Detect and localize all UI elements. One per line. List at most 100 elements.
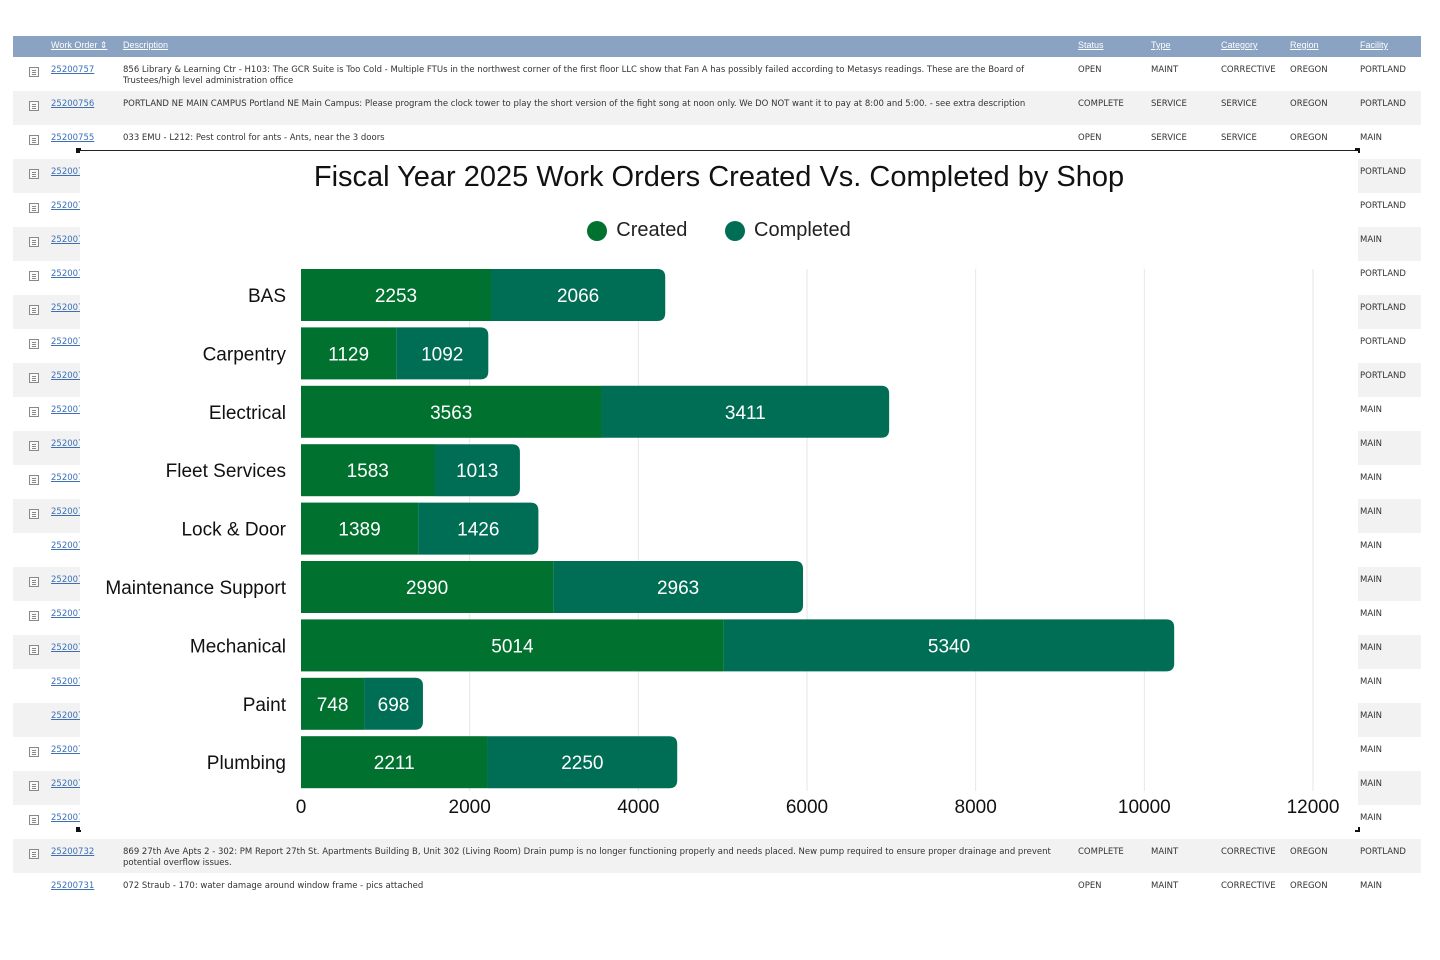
work-order-link[interactable]: 252007 xyxy=(51,371,84,381)
header-category[interactable]: Category xyxy=(1221,40,1258,50)
work-order-link[interactable]: 252007 xyxy=(51,439,84,449)
category-label: Carpentry xyxy=(203,344,287,365)
table-row[interactable]: 25200757 856 Library & Learning Ctr - H10… xyxy=(13,57,1421,91)
legend-label-created: Created xyxy=(616,219,688,241)
detail-icon[interactable] xyxy=(29,645,39,655)
detail-icon[interactable] xyxy=(29,237,39,247)
table-row[interactable]: 252007 MAIN xyxy=(13,465,1421,499)
type-cell: MAINT xyxy=(1151,847,1179,857)
detail-icon[interactable] xyxy=(29,781,39,791)
work-order-link[interactable]: 25200755 xyxy=(51,133,95,143)
header-type[interactable]: Type xyxy=(1151,40,1171,50)
work-order-link[interactable]: 252007 xyxy=(51,167,84,177)
work-order-link[interactable]: 252007 xyxy=(51,541,84,551)
facility-cell: PORTLAND xyxy=(1360,337,1406,347)
data-label: 3563 xyxy=(430,403,472,424)
legend-item-completed[interactable]: Completed xyxy=(725,219,851,242)
status-cell: OPEN xyxy=(1078,133,1102,143)
bar-created xyxy=(301,677,365,730)
data-label: 1583 xyxy=(347,461,389,482)
detail-icon[interactable] xyxy=(29,271,39,281)
table-row[interactable]: 252007 MAIN xyxy=(13,737,1421,771)
facility-cell: PORTLAND xyxy=(1360,269,1406,279)
frame-handle[interactable] xyxy=(1355,148,1360,153)
work-order-link[interactable]: 25200756 xyxy=(51,99,95,109)
table-row[interactable]: 252007 MAIN xyxy=(13,601,1421,635)
table-row[interactable]: 252007 PORTLAND xyxy=(13,193,1421,227)
work-order-link[interactable]: 252007 xyxy=(51,269,84,279)
region-cell: OREGON xyxy=(1290,65,1328,75)
bar-completed xyxy=(434,444,520,497)
bar-created xyxy=(301,269,492,321)
table-row[interactable]: 252007 MAIN xyxy=(13,533,1421,567)
frame-handle[interactable] xyxy=(76,827,81,832)
x-tick-label: 8000 xyxy=(955,797,997,818)
detail-icon[interactable] xyxy=(29,203,39,213)
work-order-link[interactable]: 252007 xyxy=(51,201,84,211)
description-cell: 033 EMU - L212: Pest control for ants - … xyxy=(123,133,385,143)
work-order-link[interactable]: 25200731 xyxy=(51,881,95,891)
detail-icon[interactable] xyxy=(29,169,39,179)
detail-icon[interactable] xyxy=(29,849,39,859)
x-tick-label: 2000 xyxy=(449,797,491,818)
detail-icon[interactable] xyxy=(29,815,39,825)
detail-icon[interactable] xyxy=(29,67,39,77)
detail-icon[interactable] xyxy=(29,135,39,145)
legend-item-created[interactable]: Created xyxy=(587,219,687,242)
detail-icon[interactable] xyxy=(29,441,39,451)
frame-handle[interactable] xyxy=(76,148,81,153)
work-order-link[interactable]: 252007 xyxy=(51,473,84,483)
detail-icon[interactable] xyxy=(29,305,39,315)
facility-cell: PORTLAND xyxy=(1360,65,1406,75)
detail-icon[interactable] xyxy=(29,475,39,485)
work-order-link[interactable]: 25200732 xyxy=(51,847,95,857)
category-label: Paint xyxy=(243,695,287,716)
header-description[interactable]: Description xyxy=(123,40,169,50)
detail-icon[interactable] xyxy=(29,509,39,519)
header-work-order[interactable]: Work Order ⇕ xyxy=(51,40,108,50)
work-order-link[interactable]: 252007 xyxy=(51,405,84,415)
x-tick-label: 4000 xyxy=(617,797,659,818)
work-order-link[interactable]: 252007 xyxy=(51,235,84,245)
table-row[interactable]: 25200755 033 EMU - L212: Pest control for… xyxy=(13,125,1421,159)
status-cell: COMPLETE xyxy=(1078,847,1124,857)
detail-icon[interactable] xyxy=(29,407,39,417)
work-order-link[interactable]: 252007 xyxy=(51,711,84,721)
detail-icon[interactable] xyxy=(29,611,39,621)
work-order-link[interactable]: 252007 xyxy=(51,609,84,619)
facility-cell: MAIN xyxy=(1360,881,1383,891)
detail-icon[interactable] xyxy=(29,373,39,383)
header-facility[interactable]: Facility xyxy=(1360,40,1389,50)
work-order-link[interactable]: 252007 xyxy=(51,337,84,347)
work-order-link[interactable]: 25200757 xyxy=(51,65,95,75)
type-cell: SERVICE xyxy=(1151,133,1187,143)
work-order-link[interactable]: 252007 xyxy=(51,779,84,789)
status-cell: COMPLETE xyxy=(1078,99,1124,109)
table-row[interactable]: 252007 PORTLAND xyxy=(13,329,1421,363)
work-order-link[interactable]: 252007 xyxy=(51,575,84,585)
work-order-link[interactable]: 252007 xyxy=(51,303,84,313)
detail-icon[interactable] xyxy=(29,747,39,757)
work-order-link[interactable]: 252007 xyxy=(51,745,84,755)
bar-completed xyxy=(723,619,1175,672)
detail-icon[interactable] xyxy=(29,577,39,587)
work-order-link[interactable]: 252007 xyxy=(51,677,84,687)
table-header: Work Order ⇕ Description Status Type Cat… xyxy=(13,36,1421,57)
header-status[interactable]: Status xyxy=(1078,40,1104,50)
work-order-link[interactable]: 25200733 xyxy=(51,813,95,823)
facility-cell: MAIN xyxy=(1360,745,1383,755)
detail-icon[interactable] xyxy=(29,101,39,111)
detail-icon[interactable] xyxy=(29,339,39,349)
bar-chart: 0 2000 4000 6000 8000 10000 12000 BAS 2253 2066 Ca… xyxy=(105,269,1339,818)
work-order-link[interactable]: 252007 xyxy=(51,643,84,653)
header-region[interactable]: Region xyxy=(1290,40,1319,50)
table-row[interactable]: 25200756 PORTLAND NE MAIN CAMPUS Portland… xyxy=(13,91,1421,125)
category-label: Maintenance Support xyxy=(105,578,286,599)
table-row[interactable]: 25200732 869 27th Ave Apts 2 - 302: PM Re… xyxy=(13,839,1421,873)
table-row[interactable]: 252007 MAIN xyxy=(13,669,1421,703)
table-row[interactable]: 25200731 072 Straub - 170: water damage a… xyxy=(13,873,1421,907)
table-row[interactable]: 252007 MAIN xyxy=(13,397,1421,431)
table-row[interactable]: 252007 PORTLAND xyxy=(13,261,1421,295)
work-order-link[interactable]: 252007 xyxy=(51,507,84,517)
bar-completed xyxy=(553,561,804,613)
